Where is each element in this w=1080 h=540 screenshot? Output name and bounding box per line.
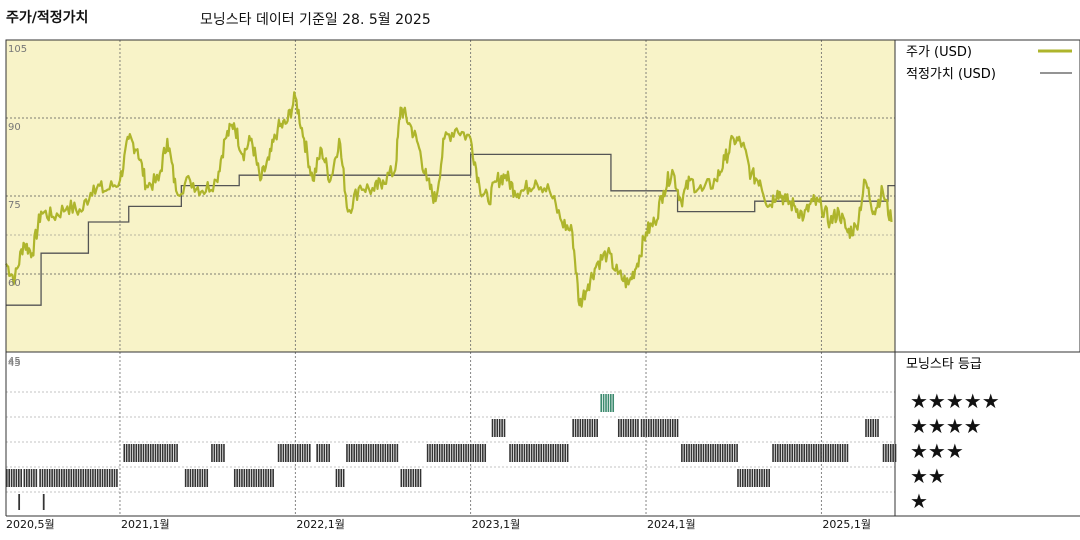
rating-segment bbox=[882, 444, 897, 462]
rating-segment bbox=[6, 469, 22, 487]
rating-segment bbox=[211, 444, 225, 462]
rating-segment bbox=[184, 469, 209, 487]
rating-bars bbox=[6, 394, 897, 510]
rating-segment bbox=[400, 469, 422, 487]
rating-y-tick: 45 bbox=[8, 358, 21, 369]
y-tick-label: 105 bbox=[8, 44, 27, 55]
rating-segment bbox=[426, 444, 487, 462]
rating-star-label: ★★★ bbox=[910, 439, 964, 463]
rating-segment bbox=[123, 444, 178, 462]
rating-segment bbox=[772, 444, 849, 462]
page-subtitle: 모닝스타 데이터 기준일 28. 5월 2025 bbox=[200, 12, 431, 28]
rating-segment bbox=[617, 419, 639, 437]
rating-segment bbox=[737, 469, 770, 487]
rating-segment bbox=[335, 469, 345, 487]
fair-value-layer bbox=[6, 153, 895, 306]
x-tick-label: 2024,1월 bbox=[647, 518, 696, 531]
y-tick-label: 90 bbox=[8, 122, 21, 133]
rating-segment bbox=[865, 419, 879, 437]
rating-star-label: ★★★★ bbox=[910, 414, 982, 438]
legend-fair-label: 적정가치 (USD) bbox=[906, 67, 996, 82]
y-tick-label: 60 bbox=[8, 278, 21, 289]
rating-segment bbox=[572, 419, 598, 437]
rating-segment bbox=[18, 494, 21, 510]
rating-segment bbox=[39, 469, 118, 487]
y-tick-label: 75 bbox=[8, 200, 21, 211]
price-layer bbox=[5, 91, 893, 308]
rating-segment bbox=[233, 469, 274, 487]
x-tick-label: 2020,5월 bbox=[6, 518, 55, 531]
rating-star-label: ★★ bbox=[910, 464, 946, 488]
page-title: 주가/적정가치 bbox=[6, 10, 89, 26]
rating-star-label: ★★★★★ bbox=[910, 389, 1000, 413]
rating-star-labels: ★★★★★★★★★★★★★★★ bbox=[910, 389, 1000, 513]
rating-segment bbox=[491, 419, 506, 437]
x-tick-label: 2025,1월 bbox=[822, 518, 871, 531]
x-tick-labels: 2020,5월 2021,1월 2022,1월 2023,1월 2024,1월 2025,… bbox=[6, 518, 871, 531]
legend-rating-title: 모닝스타 등급 bbox=[906, 357, 982, 372]
rating-segment bbox=[277, 444, 311, 462]
fair-value-line bbox=[6, 153, 895, 306]
rating-segment bbox=[316, 444, 330, 462]
rating-segment bbox=[681, 444, 738, 462]
rating-segment bbox=[509, 444, 569, 462]
rating-segment bbox=[600, 394, 615, 412]
legend-price-label: 주가 (USD) bbox=[906, 45, 972, 60]
y-tick-label: 45 bbox=[8, 356, 21, 367]
x-tick-label: 2022,1월 bbox=[296, 518, 345, 531]
rating-segment bbox=[42, 494, 45, 510]
y-tick-labels: 105 90 75 60 45 bbox=[8, 44, 27, 367]
rating-segment bbox=[346, 444, 399, 462]
price-panel-frame bbox=[5, 39, 1080, 353]
rating-segment bbox=[23, 469, 38, 487]
rating-segment bbox=[640, 419, 679, 437]
price-line bbox=[5, 91, 893, 308]
rating-star-label: ★ bbox=[910, 489, 928, 513]
x-tick-label: 2023,1월 bbox=[472, 518, 521, 531]
rating-rows: 45 bbox=[6, 358, 895, 493]
x-tick-label: 2021,1월 bbox=[121, 518, 170, 531]
